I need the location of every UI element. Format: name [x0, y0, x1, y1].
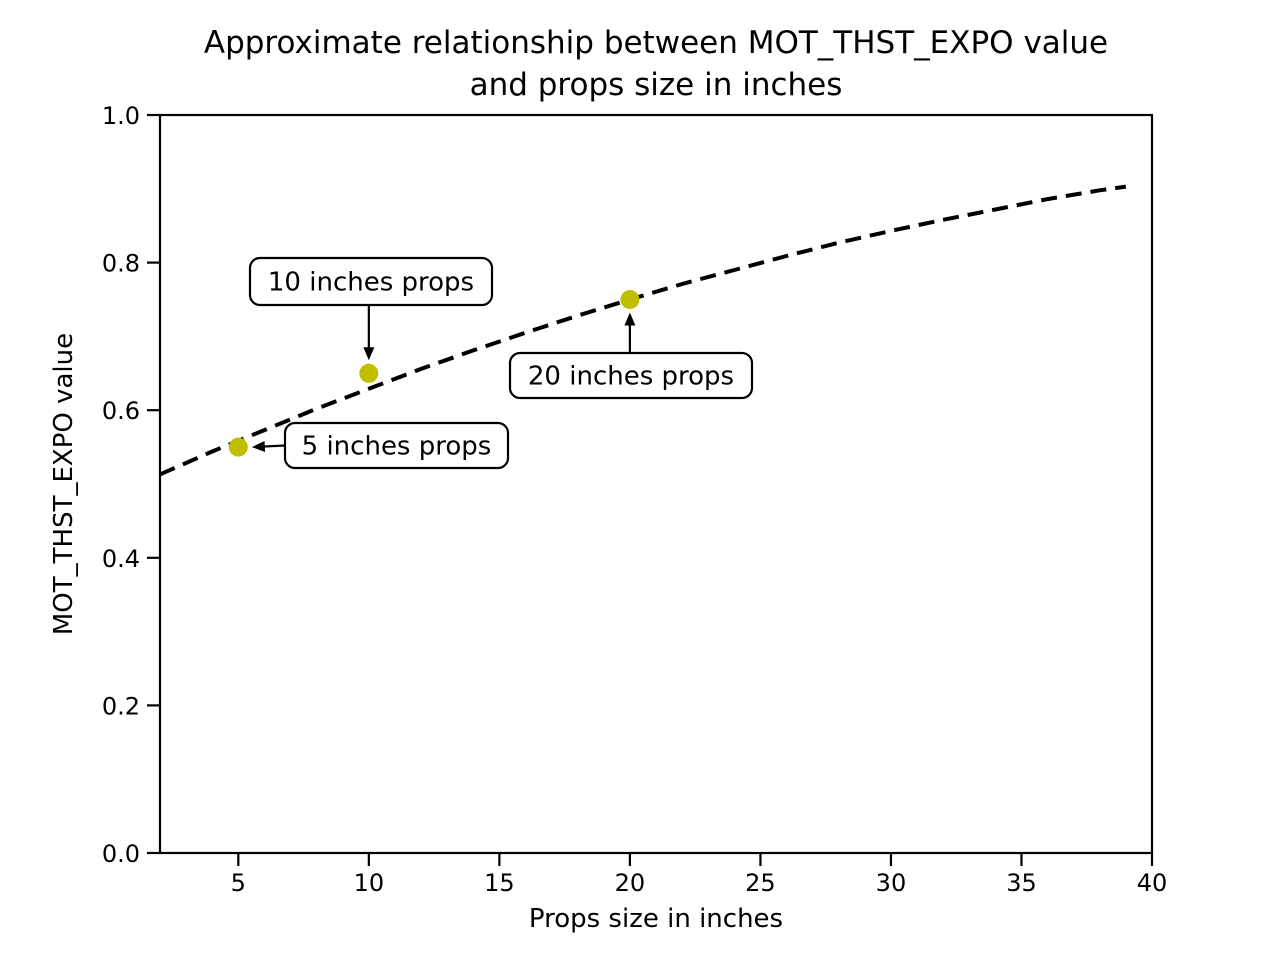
annotation-arrow-head — [624, 312, 636, 326]
annotation-arrow-head — [363, 347, 375, 361]
y-tick-label: 0.0 — [102, 840, 140, 868]
y-tick-label: 0.8 — [102, 250, 140, 278]
plot-border — [158, 113, 1154, 855]
y-tick-label: 0.6 — [102, 397, 140, 425]
y-tick-label: 1.0 — [102, 102, 140, 130]
annotation-label: 10 inches props — [268, 268, 474, 298]
annotation-arrow-line — [260, 444, 286, 448]
annotation-label: 20 inches props — [528, 362, 734, 392]
x-tick-label: 35 — [1006, 869, 1037, 897]
x-tick-label: 25 — [745, 869, 776, 897]
x-tick-label: 10 — [354, 869, 385, 897]
prop-size-samples-marker — [620, 290, 640, 309]
annotation-box — [283, 421, 510, 470]
chart-title-line2: and props size in inches — [469, 67, 843, 103]
prop-size-samples-marker — [359, 363, 379, 383]
x-tick-label: 20 — [615, 869, 646, 897]
annotation-box — [248, 256, 494, 307]
approximate-trend-curve-curve — [159, 184, 1127, 477]
y-tick-label: 0.4 — [102, 545, 140, 573]
chart-title-line1: Approximate relationship between MOT_THS… — [203, 25, 1109, 61]
x-tick-label: 15 — [484, 869, 515, 897]
annotation-label: 5 inches props — [302, 432, 492, 462]
x-tick-label: 5 — [231, 869, 246, 897]
x-tick-label: 30 — [876, 869, 907, 897]
annotation-box — [508, 351, 754, 400]
x-axis-label: Props size in inches — [528, 904, 784, 934]
annotation-arrow-head — [251, 440, 266, 452]
x-tick-label: 40 — [1137, 869, 1168, 897]
y-tick-label: 0.2 — [102, 692, 140, 720]
chart-title: Approximate relationship between MOT_THS… — [160, 22, 1152, 106]
prop-size-samples-marker — [228, 437, 248, 457]
